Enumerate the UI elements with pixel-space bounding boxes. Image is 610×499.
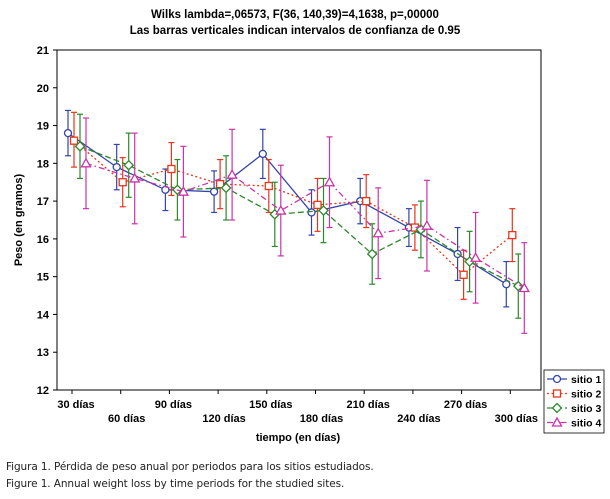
y-tick-label: 20 — [37, 83, 49, 95]
series-layer — [63, 109, 530, 334]
caption-english: Figure 1. Annual weight loss by time per… — [6, 478, 345, 490]
data-point — [275, 204, 287, 215]
data-point — [69, 136, 79, 145]
legend-marker — [552, 374, 562, 384]
legend: sitio 1 sitio 2 sitio 3 sitio 4 — [543, 369, 605, 434]
data-point — [372, 227, 384, 238]
series-line — [85, 162, 525, 289]
data-point — [118, 178, 127, 187]
x-tick-label: 60 días — [108, 413, 145, 425]
data-point — [323, 176, 336, 187]
data-point — [508, 230, 517, 240]
chart: Wilks lambda=,06573, F(36, 140,39)=4,163… — [13, 9, 605, 444]
x-tick-label: 90 días — [155, 399, 192, 411]
data-point — [123, 159, 135, 171]
data-point — [129, 172, 141, 183]
series-line — [67, 132, 507, 285]
x-tick-label: 210 días — [346, 399, 389, 411]
y-tick-label: 13 — [37, 347, 49, 359]
caption-spanish: Figura 1. Pérdida de peso anual por peri… — [6, 461, 374, 473]
data-point — [318, 205, 329, 216]
y-tick-label: 19 — [37, 121, 49, 133]
y-tick-label: 12 — [37, 385, 49, 397]
legend-label: sitio 1 — [571, 374, 602, 386]
series-3 — [74, 113, 524, 319]
y-tick-label: 15 — [37, 272, 49, 284]
series-line — [73, 140, 513, 276]
series-4 — [80, 117, 530, 334]
x-tick-label: 30 días — [57, 399, 94, 411]
series-1 — [63, 109, 511, 308]
y-axis-label: Peso (en gramos) — [13, 174, 25, 267]
chart-title: Wilks lambda=,06573, F(36, 140,39)=4,163… — [151, 9, 439, 21]
legend-marker — [551, 402, 563, 414]
data-point — [167, 164, 176, 174]
data-point — [80, 157, 92, 168]
x-axis: 30 días 60 días 90 días 120 días 150 días 180… — [57, 390, 538, 425]
x-tick-label: 240 días — [397, 413, 440, 425]
x-tick-label: 180 días — [300, 413, 343, 425]
data-point — [258, 149, 267, 159]
data-point — [518, 282, 530, 293]
series-2 — [69, 111, 517, 300]
data-point — [112, 162, 121, 172]
plot-frame — [56, 49, 542, 391]
data-point — [366, 248, 378, 260]
legend-marker — [552, 389, 562, 398]
y-tick-label: 21 — [37, 45, 49, 57]
y-tick-label: 16 — [37, 234, 49, 246]
data-point — [209, 187, 219, 196]
legend-label: sitio 2 — [571, 389, 602, 401]
data-point — [264, 181, 273, 191]
chart-subtitle: Las barras verticales indican intervalos… — [130, 25, 461, 37]
data-point — [226, 168, 238, 179]
data-point — [459, 270, 468, 279]
series-line — [79, 145, 519, 287]
x-tick-label: 300 días — [495, 413, 538, 425]
x-tick-label: 270 días — [444, 399, 487, 411]
data-point — [362, 196, 371, 206]
x-tick-label: 150 días — [249, 399, 292, 411]
x-tick-label: 120 días — [202, 413, 245, 425]
data-point — [177, 185, 190, 196]
data-point — [421, 219, 433, 230]
data-point — [74, 140, 86, 152]
data-point — [63, 128, 73, 138]
x-axis-label: tiempo (en días) — [256, 432, 341, 444]
y-tick-label: 18 — [37, 158, 49, 170]
data-point — [512, 280, 524, 292]
y-tick-label: 17 — [37, 196, 49, 208]
y-tick-label: 14 — [37, 309, 50, 321]
data-point — [469, 251, 482, 262]
data-point — [220, 182, 232, 194]
y-axis: 12 13 14 15 16 17 18 19 20 21 — [37, 45, 57, 397]
legend-label: sitio 3 — [571, 403, 602, 415]
legend-label: sitio 4 — [571, 418, 602, 430]
data-point — [307, 208, 316, 217]
legend-marker — [551, 416, 563, 427]
data-point — [313, 200, 322, 210]
